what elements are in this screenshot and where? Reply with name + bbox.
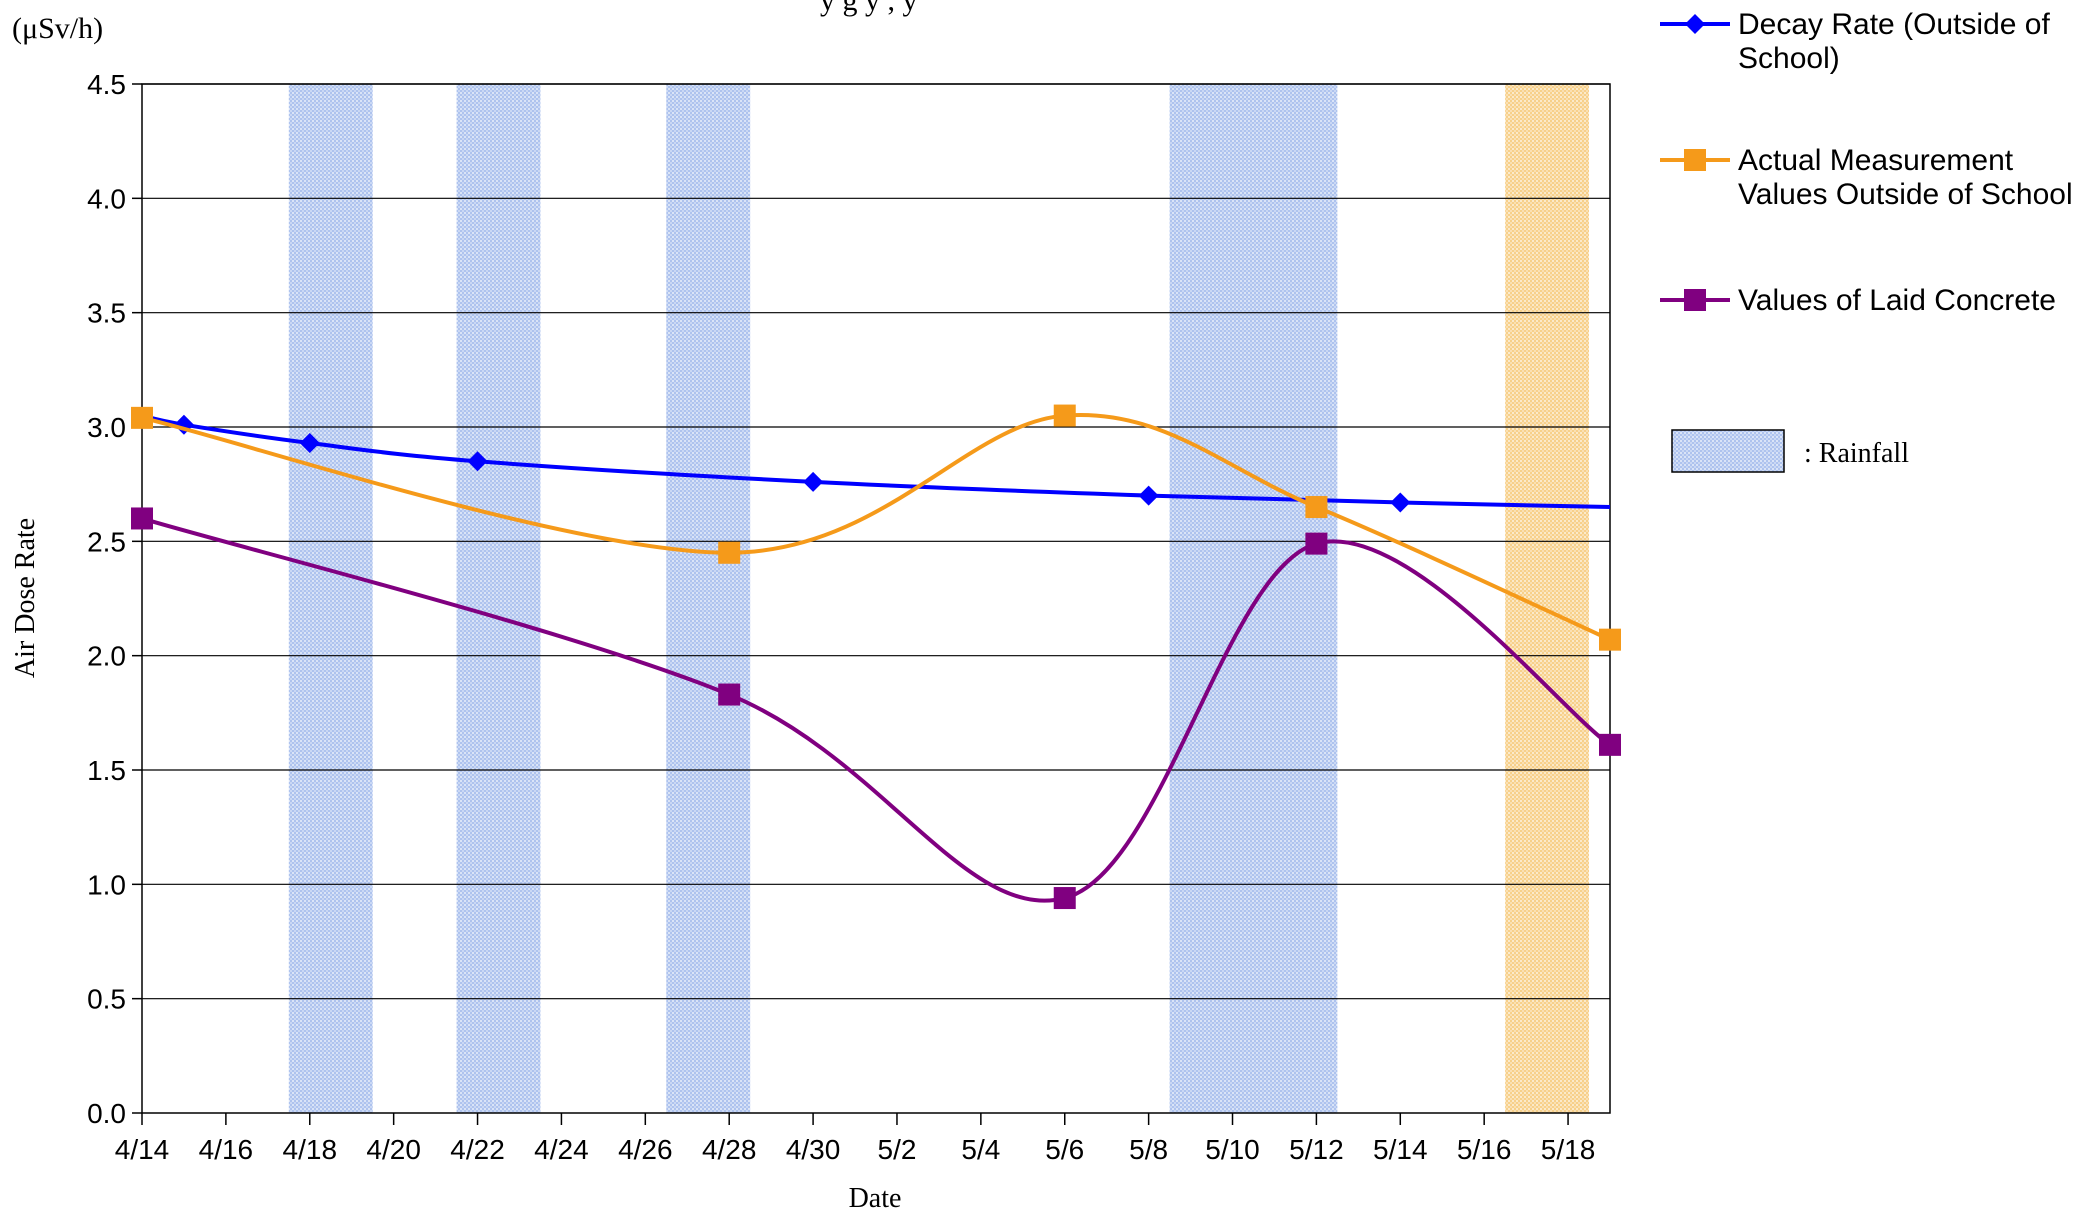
y-tick-label: 3.5	[87, 298, 126, 329]
data-point	[1305, 532, 1328, 555]
y-tick-label: 0.0	[87, 1098, 126, 1129]
x-tick-label: 5/6	[1045, 1134, 1084, 1165]
x-tick-label: 5/10	[1205, 1134, 1260, 1165]
x-axis-label: Date	[849, 1183, 902, 1213]
series-0	[141, 413, 1611, 513]
rainfall-legend-label: : Rainfall	[1804, 438, 1909, 469]
x-tick-label: 4/30	[786, 1134, 841, 1165]
data-point	[1599, 733, 1621, 756]
x-tick-label: 4/18	[283, 1134, 338, 1165]
data-point	[1053, 404, 1076, 427]
data-point	[299, 433, 320, 454]
data-point	[467, 451, 488, 472]
y-tick-label: 1.0	[87, 869, 126, 900]
y-tick-label: 2.5	[87, 526, 126, 557]
series-1	[131, 404, 1621, 651]
legend-label: Actual Measurement	[1738, 144, 2014, 177]
data-point	[1305, 496, 1328, 519]
rainfall-band	[666, 84, 751, 1113]
x-tick-label: 5/16	[1457, 1134, 1512, 1165]
rainfall-bands	[288, 84, 1590, 1113]
title-fragment: y g y , y	[820, 0, 918, 17]
series-line	[141, 412, 1611, 642]
y-tick-label: 3.0	[87, 412, 126, 443]
chart-text: y g y , y (μSv/h) Air Dose Rate Date	[10, 0, 918, 1213]
legend-marker	[1684, 149, 1706, 171]
y-tick-label: 4.0	[87, 183, 126, 214]
x-tick-label: 4/28	[702, 1134, 757, 1165]
data-point	[718, 683, 741, 706]
x-tick-label: 4/22	[450, 1134, 505, 1165]
x-tick-label: 5/14	[1373, 1134, 1428, 1165]
x-tick-label: 5/12	[1289, 1134, 1344, 1165]
data-point	[1053, 887, 1076, 910]
x-tick-label: 5/18	[1541, 1134, 1596, 1165]
rainfall-legend-swatch	[1671, 429, 1785, 473]
legend-label: School)	[1738, 42, 1840, 75]
x-tick-label: 5/2	[878, 1134, 917, 1165]
y-tick-label: 2.0	[87, 641, 126, 672]
series-line	[141, 413, 1611, 510]
plot-frame	[141, 83, 1611, 1114]
x-tick-label: 4/24	[534, 1134, 589, 1165]
series-lines	[131, 404, 1621, 910]
rainfall-band	[1169, 84, 1338, 1113]
x-tick-label: 4/20	[366, 1134, 421, 1165]
x-tick-label: 5/8	[1129, 1134, 1168, 1165]
rainfall-band	[288, 84, 373, 1113]
rainfall-band	[456, 84, 541, 1113]
data-point	[131, 507, 153, 530]
y-tick-label: 0.5	[87, 984, 126, 1015]
x-tick-label: 4/14	[115, 1134, 170, 1165]
series-2	[131, 507, 1621, 910]
y-tick-label: 1.5	[87, 755, 126, 786]
data-point	[1138, 485, 1159, 506]
legend-marker	[1684, 289, 1706, 311]
legend-label: Values Outside of School	[1738, 178, 2073, 211]
data-point	[1599, 628, 1621, 651]
y-unit-label: (μSv/h)	[12, 12, 103, 45]
x-tick-label: 4/26	[618, 1134, 673, 1165]
data-point	[131, 406, 153, 429]
x-tick-label: 5/4	[961, 1134, 1000, 1165]
x-tick-label: 4/16	[199, 1134, 254, 1165]
legend-label: Values of Laid Concrete	[1738, 284, 2056, 317]
legend-marker	[1685, 14, 1705, 34]
axes: 0.0 0.5 1.0 1.5 2.0 2.5 3.0 3.5 4.0 4.5 4/14 4/16 4/…	[87, 69, 1611, 1165]
legend-label: Decay Rate (Outside of	[1738, 8, 2050, 41]
y-axis-label: Air Dose Rate	[10, 518, 41, 678]
y-tick-label: 4.5	[87, 69, 126, 100]
data-point	[718, 541, 741, 564]
data-point	[803, 471, 824, 492]
data-point	[1390, 492, 1411, 513]
